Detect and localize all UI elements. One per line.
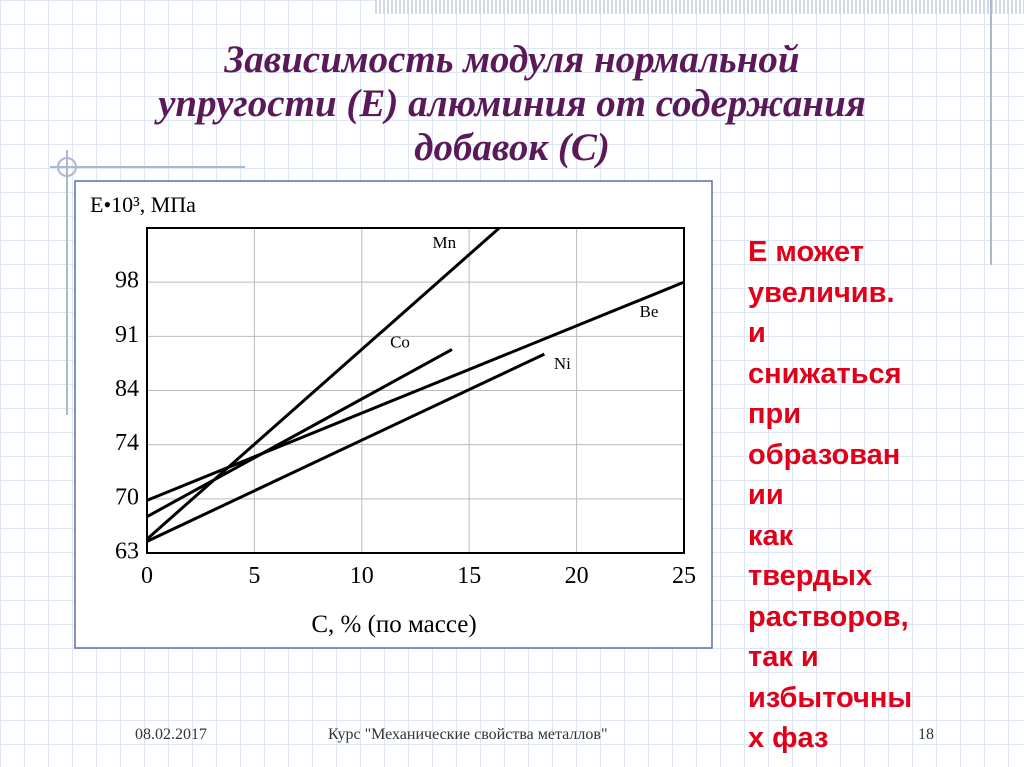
decor-line <box>990 0 992 265</box>
decor-circle <box>57 157 77 177</box>
side-text-line: при <box>748 398 802 430</box>
decor-line <box>50 166 245 168</box>
series-line <box>146 226 501 541</box>
y-axis-label: E•10³, МПа <box>90 192 196 217</box>
series-label: Be <box>640 302 659 321</box>
x-tick-label: 20 <box>565 563 589 589</box>
title-line: добавок (С) <box>414 126 610 169</box>
side-text-line: и <box>748 317 766 349</box>
y-tick-label: 74 <box>115 430 139 456</box>
chart: E•10³, МПа C, % (по массе) 63 70 74 84 91 98 0… <box>74 180 713 649</box>
side-text: Е может увеличив. и снижаться при образован ии… <box>748 232 912 759</box>
series-label: Co <box>390 332 410 351</box>
side-text-line: твердых <box>748 560 873 592</box>
side-text-line: растворов, <box>748 600 909 633</box>
side-text-line: образован <box>748 438 901 471</box>
decor-band <box>375 0 1024 14</box>
y-tick-label: 98 <box>115 268 139 294</box>
side-text-line: снижаться <box>748 357 902 390</box>
decor-line <box>66 150 68 415</box>
x-tick-label: 15 <box>457 563 481 589</box>
series-line <box>146 348 453 518</box>
y-tick-label: 84 <box>115 376 139 402</box>
y-tick-label: 63 <box>115 539 139 565</box>
side-text-line: увеличив. <box>748 276 895 309</box>
side-text-line: так и <box>748 641 819 673</box>
series-line <box>146 280 685 502</box>
plot-frame <box>146 227 685 554</box>
x-tick-label: 10 <box>350 563 374 589</box>
title-line: упругости (Е) алюминия от содержания <box>158 82 866 125</box>
side-text-line: Е может <box>748 236 864 268</box>
side-text-line: как <box>748 519 794 552</box>
side-text-line: избыточны <box>748 681 913 714</box>
x-tick-label: 5 <box>248 563 260 589</box>
title-line: Зависимость модуля нормальной <box>224 38 800 81</box>
series-label: Mn <box>432 233 456 252</box>
side-text-line: ии <box>748 479 784 511</box>
chart-frame <box>74 180 713 649</box>
x-tick-label: 25 <box>672 563 696 589</box>
y-tick-label: 70 <box>115 484 139 510</box>
x-axis-label: C, % (по массе) <box>311 611 476 638</box>
series-line <box>146 352 546 543</box>
footer-date: 08.02.2017 <box>135 726 207 743</box>
slide-title: Зависимость модуля нормальной упругости … <box>60 38 964 170</box>
y-tick-label: 91 <box>115 322 139 348</box>
footer-page: 18 <box>918 726 934 743</box>
side-text-line: х фаз <box>748 722 829 754</box>
footer-course: Курс "Механические свойства металлов" <box>328 726 608 743</box>
series-label: Ni <box>554 354 571 373</box>
x-tick-label: 0 <box>141 563 153 589</box>
